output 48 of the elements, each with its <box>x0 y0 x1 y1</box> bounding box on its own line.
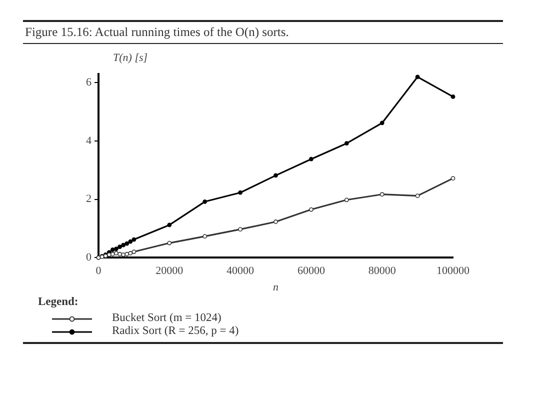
point <box>167 222 172 228</box>
point <box>202 199 208 204</box>
point <box>114 251 118 256</box>
point <box>380 192 384 197</box>
x-axis-title: n <box>273 281 279 294</box>
point <box>132 250 136 254</box>
y-tick-label: 6 <box>86 76 92 89</box>
x-tick-label: 40000 <box>226 265 255 278</box>
point <box>309 156 314 162</box>
point <box>415 194 420 198</box>
point <box>128 251 133 256</box>
point <box>118 252 122 256</box>
legend-title: Legend: <box>38 296 80 308</box>
point <box>344 198 349 202</box>
y-axis-title: T(n) [s] <box>113 52 149 64</box>
point <box>380 120 384 126</box>
point <box>167 240 172 246</box>
x-tick-label: 100000 <box>436 265 470 278</box>
x-tick-label: 0 <box>96 265 102 278</box>
point <box>274 220 278 224</box>
point <box>238 190 242 195</box>
point <box>132 237 136 242</box>
chart-title: Figure 15.16: Actual running times of the O(n) sorts. <box>25 24 290 41</box>
legend-label: Radix Sort (R = 256, p = 4) <box>112 325 239 338</box>
point <box>124 252 130 256</box>
x-tick-label: 60000 <box>297 265 326 278</box>
y-tick-label: 0 <box>86 251 92 264</box>
point <box>121 242 126 248</box>
point <box>415 74 420 80</box>
legend-label: Bucket Sort (m = 1024) <box>112 312 222 325</box>
point <box>110 248 115 252</box>
point <box>344 141 349 146</box>
point <box>450 176 456 181</box>
point <box>121 252 126 257</box>
point <box>202 234 208 239</box>
point <box>114 246 118 252</box>
point <box>124 241 130 246</box>
point <box>118 244 122 250</box>
point <box>110 252 115 256</box>
point <box>309 207 314 212</box>
x-tick-label: 20000 <box>156 265 184 278</box>
x-tick-label: 80000 <box>368 265 396 278</box>
y-tick-label: 2 <box>86 193 92 206</box>
point <box>128 239 133 244</box>
y-tick-label: 4 <box>86 134 92 147</box>
point <box>238 227 242 232</box>
point <box>274 173 278 178</box>
point <box>450 94 456 99</box>
